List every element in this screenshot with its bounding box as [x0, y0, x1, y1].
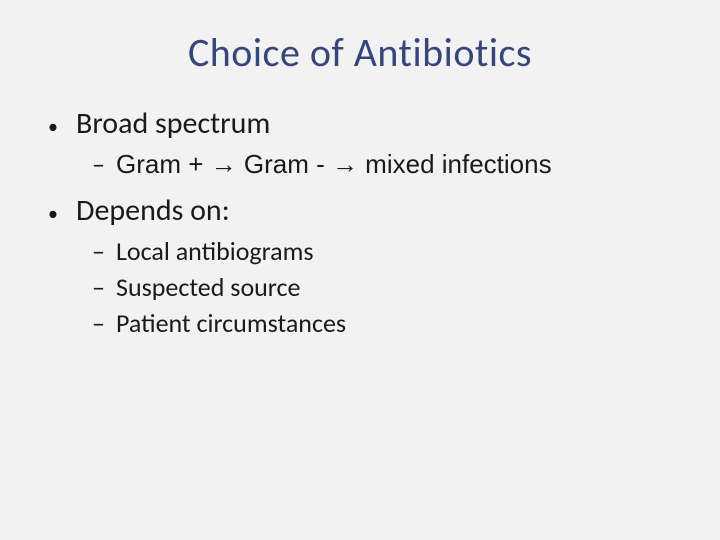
dash-marker: –: [92, 307, 116, 339]
bullet-marker: •: [48, 199, 76, 229]
bullet-text: Depends on:: [76, 192, 230, 229]
sub-bullet-item: – Gram + → Gram - → mixed infections: [92, 148, 680, 180]
sub-bullet-item: – Suspected source: [92, 271, 680, 303]
sub-bullet-item: – Patient circumstances: [92, 307, 680, 339]
bullet-marker: •: [48, 112, 76, 142]
sub-bullet-text: Gram + → Gram - → mixed infections: [116, 149, 552, 180]
sub-bullet-text: Patient circumstances: [116, 307, 346, 339]
dash-marker: –: [92, 235, 116, 267]
bullet-item: • Depends on:: [48, 192, 680, 229]
slide-title: Choice of Antibiotics: [40, 28, 680, 77]
dash-marker: –: [92, 148, 116, 180]
sub-bullet-text: Suspected source: [116, 271, 300, 303]
bullet-text: Broad spectrum: [76, 105, 270, 142]
sub-bullet-text: Local antibiograms: [116, 235, 314, 267]
dash-marker: –: [92, 271, 116, 303]
slide-body: • Broad spectrum – Gram + → Gram - → mix…: [40, 105, 680, 339]
bullet-item: • Broad spectrum: [48, 105, 680, 142]
sub-bullet-item: – Local antibiograms: [92, 235, 680, 267]
slide: Choice of Antibiotics • Broad spectrum –…: [0, 0, 720, 540]
spacer: [48, 184, 680, 192]
